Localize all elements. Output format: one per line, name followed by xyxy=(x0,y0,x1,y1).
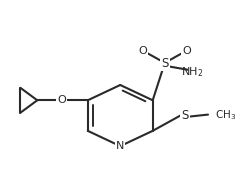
Text: O: O xyxy=(57,95,66,105)
Text: O: O xyxy=(182,46,191,56)
Text: S: S xyxy=(161,57,168,70)
Text: S: S xyxy=(182,109,189,122)
Text: CH$_3$: CH$_3$ xyxy=(215,109,236,122)
Text: NH$_2$: NH$_2$ xyxy=(181,66,204,79)
Text: O: O xyxy=(139,46,147,56)
Text: N: N xyxy=(116,141,124,151)
